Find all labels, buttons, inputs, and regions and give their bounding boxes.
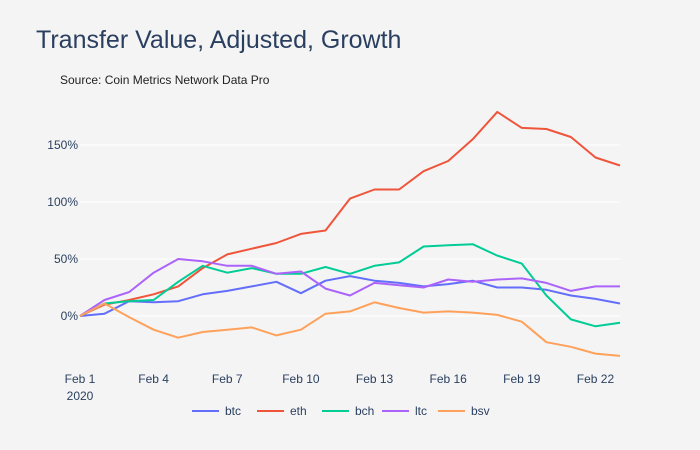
legend-item-bch[interactable]: bch	[322, 404, 374, 418]
y-axis-ticks: 0% 50% 100% 150%	[47, 138, 78, 323]
chart-title: Transfer Value, Adjusted, Growth	[36, 26, 402, 54]
legend[interactable]: btc eth bch ltc bsv	[192, 404, 490, 418]
legend-item-ltc[interactable]: ltc	[382, 404, 427, 418]
legend-label: bch	[355, 404, 374, 418]
x-tick-label: Feb 10	[282, 372, 320, 386]
x-tick-label: Feb 13	[356, 372, 394, 386]
series-line-bsv	[79, 301, 621, 357]
series-line-btc	[79, 275, 621, 317]
legend-label: bsv	[471, 404, 490, 418]
y-tick-label: 0%	[61, 309, 79, 323]
x-tick-label: Feb 4	[138, 372, 169, 386]
x-tick-sublabel: 2020	[67, 389, 94, 403]
y-tick-label: 50%	[54, 252, 78, 266]
series-line-bch	[79, 243, 621, 328]
legend-item-eth[interactable]: eth	[257, 404, 307, 418]
y-tick-label: 150%	[47, 138, 78, 152]
x-tick-label: Feb 19	[503, 372, 541, 386]
grid-lines	[80, 144, 620, 317]
legend-label: eth	[290, 404, 307, 418]
legend-item-btc[interactable]: btc	[192, 404, 241, 418]
series-lines	[79, 110, 621, 357]
x-tick-label: Feb 1	[65, 372, 96, 386]
x-tick-label: Feb 22	[577, 372, 615, 386]
y-tick-label: 100%	[47, 195, 78, 209]
legend-item-bsv[interactable]: bsv	[438, 404, 490, 418]
chart-subtitle: Source: Coin Metrics Network Data Pro	[60, 73, 270, 87]
x-axis-ticks: Feb 1 2020 Feb 4 Feb 7 Feb 10 Feb 13 Feb 16 Feb…	[65, 372, 615, 403]
legend-label: btc	[225, 404, 241, 418]
x-tick-label: Feb 7	[212, 372, 243, 386]
legend-label: ltc	[415, 404, 427, 418]
x-tick-label: Feb 16	[430, 372, 468, 386]
series-line-ltc	[79, 258, 620, 317]
